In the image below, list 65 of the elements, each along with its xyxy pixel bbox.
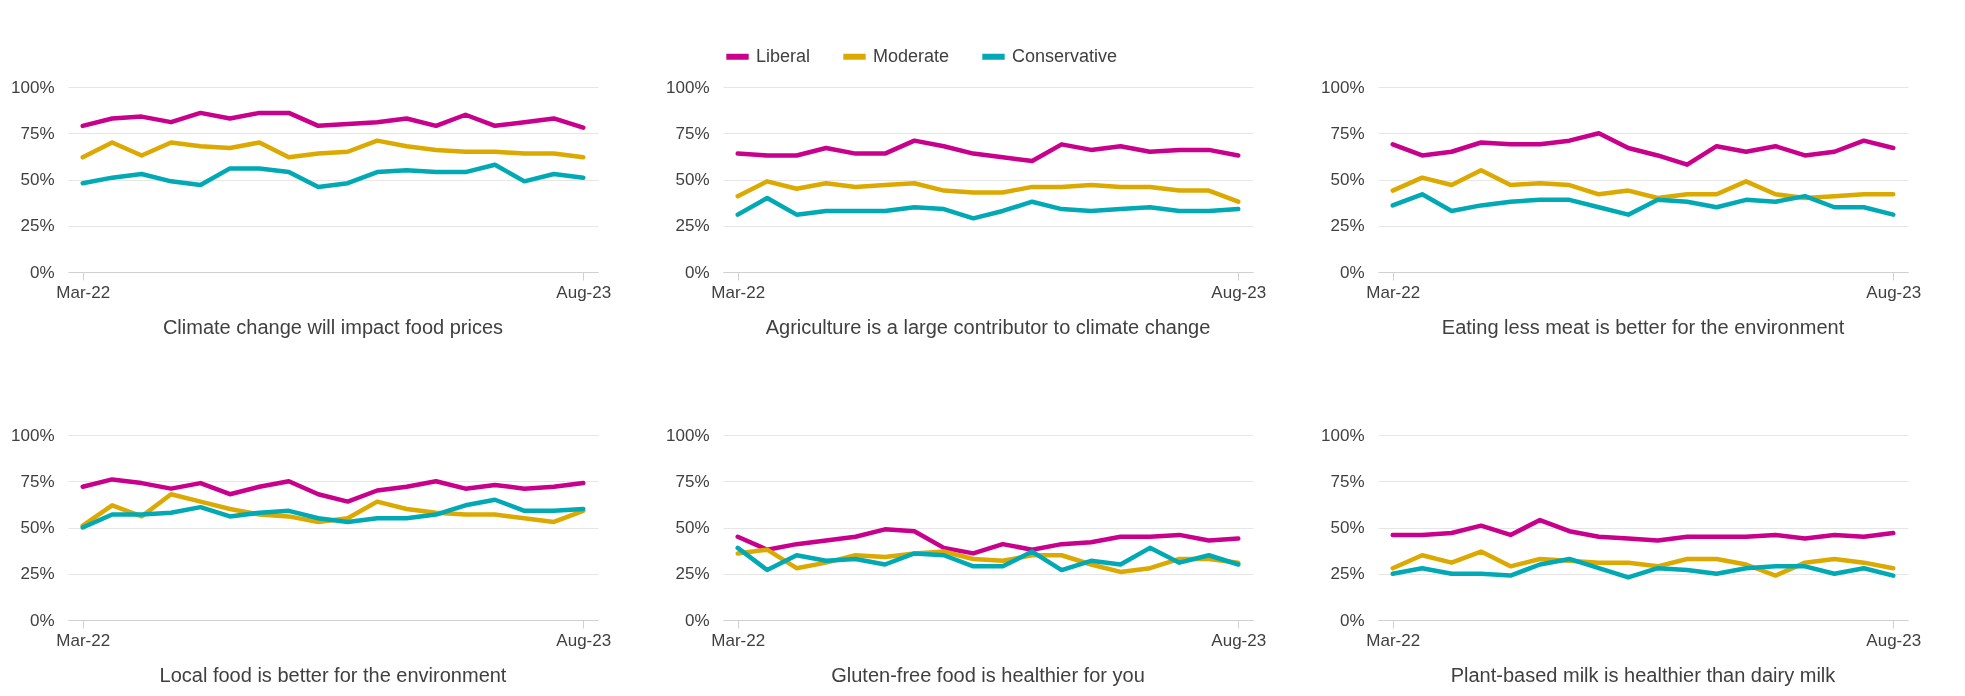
x-tick-label: Mar-22 [56, 282, 111, 302]
y-tick-label: 25% [20, 216, 55, 236]
line-series [735, 195, 1241, 221]
x-tick-label: Aug-23 [1211, 282, 1267, 302]
legend-label: Liberal [756, 45, 811, 66]
x-tick-label: Mar-22 [56, 630, 111, 650]
x-tick-label: Aug-23 [556, 630, 612, 650]
y-tick-label: 75% [20, 471, 55, 491]
y-tick-label: 100% [11, 425, 55, 445]
line-series [80, 477, 586, 504]
y-tick-label: 25% [20, 564, 55, 584]
line-series [1390, 192, 1896, 217]
y-tick-label: 100% [666, 77, 710, 97]
line-series [1390, 556, 1896, 580]
y-tick-label: 0% [684, 262, 710, 282]
y-tick-label: 25% [1330, 564, 1365, 584]
y-tick-label: 50% [1330, 170, 1365, 189]
x-tick-label: Aug-23 [1866, 630, 1922, 650]
y-tick-label: 50% [675, 518, 710, 537]
y-tick-label: 50% [20, 170, 55, 189]
y-tick-label: 75% [675, 471, 710, 491]
x-tick-label: Aug-23 [556, 282, 612, 302]
y-tick-label: 0% [29, 610, 55, 630]
y-tick-label: 50% [1330, 518, 1365, 537]
y-tick-label: 100% [1321, 425, 1365, 445]
y-tick-label: 25% [1330, 216, 1365, 236]
y-tick-label: 50% [675, 170, 710, 189]
line-series [80, 138, 586, 160]
line-series [80, 162, 586, 190]
text: Climate change will impact food prices [162, 316, 504, 338]
line-series [1390, 168, 1896, 201]
x-tick-label: Mar-22 [711, 630, 766, 650]
y-tick-label: 100% [11, 77, 55, 97]
line-series [80, 497, 586, 530]
legend-label: Moderate [873, 45, 950, 66]
line-series [1390, 131, 1896, 167]
y-tick-label: 0% [1339, 610, 1365, 630]
y-tick-label: 25% [675, 564, 710, 584]
line-series [735, 138, 1241, 164]
y-tick-label: 75% [675, 123, 710, 143]
line-series [80, 110, 586, 130]
y-tick-label: 0% [684, 610, 710, 630]
x-tick-label: Mar-22 [1366, 282, 1421, 302]
y-tick-label: 0% [1339, 262, 1365, 282]
y-tick-label: 75% [1330, 123, 1365, 143]
x-tick-label: Aug-23 [1866, 282, 1922, 302]
text: Agriculture is a large contributor to climate change [765, 316, 1211, 338]
line-series [1390, 517, 1896, 543]
text: Eating less meat is better for the environment [1441, 316, 1845, 338]
text: Gluten-free food is healthier for you [831, 664, 1145, 686]
line-series [735, 527, 1241, 556]
legend-label: Conservative [1012, 45, 1118, 66]
y-tick-label: 0% [29, 262, 55, 282]
text: Plant-based milk is healthier than dairy milk [1450, 664, 1837, 686]
x-tick-label: Mar-22 [1366, 630, 1421, 650]
y-tick-label: 25% [675, 216, 710, 236]
x-tick-label: Aug-23 [1211, 630, 1267, 650]
y-tick-label: 100% [666, 425, 710, 445]
x-tick-label: Mar-22 [711, 282, 766, 302]
y-tick-label: 50% [20, 518, 55, 537]
y-tick-label: 75% [1330, 471, 1365, 491]
y-tick-label: 100% [1321, 77, 1365, 97]
line-series [735, 179, 1241, 204]
y-tick-label: 75% [20, 123, 55, 143]
text: Local food is better for the environment [159, 664, 507, 686]
